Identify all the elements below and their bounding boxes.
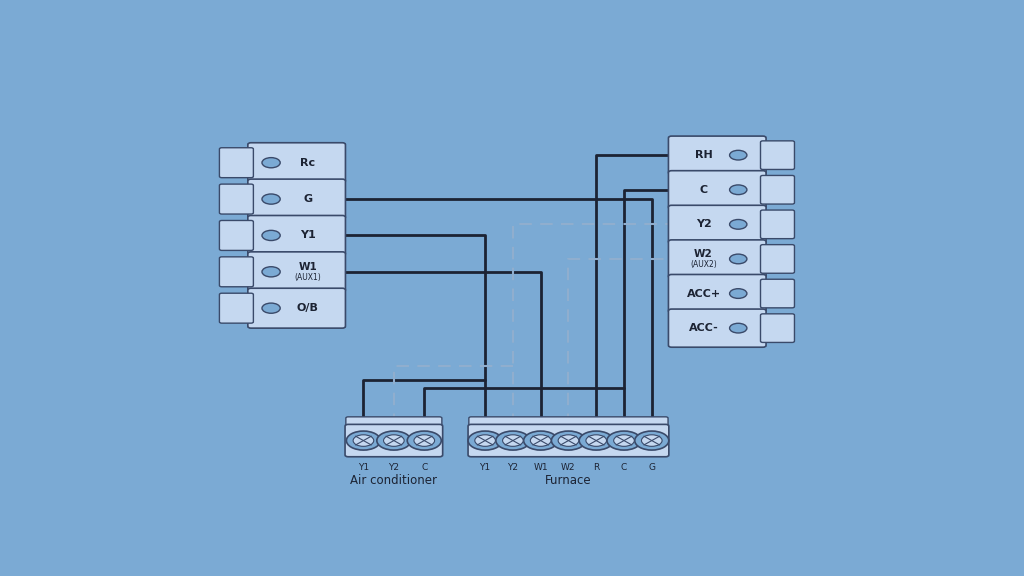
Circle shape: [262, 194, 281, 204]
Circle shape: [475, 435, 496, 446]
FancyBboxPatch shape: [219, 184, 253, 214]
Circle shape: [586, 435, 606, 446]
FancyBboxPatch shape: [669, 170, 766, 209]
Text: Y1: Y1: [479, 463, 490, 472]
Circle shape: [530, 435, 551, 446]
FancyBboxPatch shape: [219, 293, 253, 323]
Circle shape: [641, 435, 663, 446]
FancyBboxPatch shape: [219, 147, 253, 177]
FancyBboxPatch shape: [248, 252, 345, 292]
FancyBboxPatch shape: [469, 417, 668, 427]
FancyBboxPatch shape: [248, 288, 345, 328]
Circle shape: [729, 289, 746, 298]
Circle shape: [729, 185, 746, 195]
FancyBboxPatch shape: [669, 240, 766, 278]
Circle shape: [346, 431, 381, 450]
Text: Y1: Y1: [357, 463, 369, 472]
Text: C: C: [699, 185, 708, 195]
Text: Y1: Y1: [300, 230, 315, 240]
Text: Furnace: Furnace: [545, 473, 592, 487]
FancyBboxPatch shape: [248, 179, 345, 219]
Circle shape: [262, 303, 281, 313]
Text: W1: W1: [534, 463, 548, 472]
FancyBboxPatch shape: [761, 176, 795, 204]
FancyBboxPatch shape: [219, 257, 253, 287]
FancyBboxPatch shape: [468, 425, 669, 457]
Text: (AUX2): (AUX2): [690, 260, 717, 269]
Text: Y2: Y2: [695, 219, 712, 229]
Text: Y2: Y2: [388, 463, 399, 472]
Circle shape: [729, 150, 746, 160]
FancyBboxPatch shape: [669, 309, 766, 347]
Text: RH: RH: [694, 150, 713, 160]
FancyBboxPatch shape: [219, 221, 253, 251]
Text: ACC-: ACC-: [689, 323, 719, 333]
FancyBboxPatch shape: [669, 275, 766, 313]
Circle shape: [496, 431, 529, 450]
FancyBboxPatch shape: [761, 210, 795, 238]
Text: O/B: O/B: [297, 303, 318, 313]
Circle shape: [607, 431, 641, 450]
Circle shape: [635, 431, 669, 450]
Text: Air conditioner: Air conditioner: [350, 473, 437, 487]
Text: W1: W1: [298, 262, 317, 272]
Text: ACC+: ACC+: [686, 289, 721, 298]
FancyBboxPatch shape: [761, 314, 795, 343]
Circle shape: [262, 230, 281, 241]
Text: R: R: [593, 463, 599, 472]
Text: G: G: [303, 194, 312, 204]
Circle shape: [384, 435, 404, 446]
Circle shape: [414, 435, 434, 446]
Circle shape: [729, 219, 746, 229]
Circle shape: [353, 435, 374, 446]
Circle shape: [580, 431, 613, 450]
Text: C: C: [621, 463, 627, 472]
Circle shape: [503, 435, 523, 446]
Circle shape: [262, 267, 281, 277]
Circle shape: [377, 431, 411, 450]
FancyBboxPatch shape: [248, 215, 345, 255]
FancyBboxPatch shape: [345, 425, 442, 457]
FancyBboxPatch shape: [761, 245, 795, 273]
Text: G: G: [648, 463, 655, 472]
Circle shape: [468, 431, 502, 450]
FancyBboxPatch shape: [761, 279, 795, 308]
Circle shape: [408, 431, 441, 450]
Text: (AUX1): (AUX1): [294, 273, 321, 282]
FancyBboxPatch shape: [669, 136, 766, 174]
FancyBboxPatch shape: [761, 141, 795, 169]
Text: W2: W2: [694, 249, 713, 259]
FancyBboxPatch shape: [248, 143, 345, 183]
FancyBboxPatch shape: [669, 205, 766, 244]
Text: Rc: Rc: [300, 158, 315, 168]
Circle shape: [523, 431, 558, 450]
Text: W2: W2: [561, 463, 575, 472]
Circle shape: [552, 431, 586, 450]
FancyBboxPatch shape: [346, 417, 442, 427]
Circle shape: [729, 254, 746, 264]
Circle shape: [729, 323, 746, 333]
Text: Y2: Y2: [508, 463, 518, 472]
Circle shape: [262, 158, 281, 168]
Circle shape: [558, 435, 579, 446]
Circle shape: [613, 435, 634, 446]
Text: C: C: [421, 463, 427, 472]
